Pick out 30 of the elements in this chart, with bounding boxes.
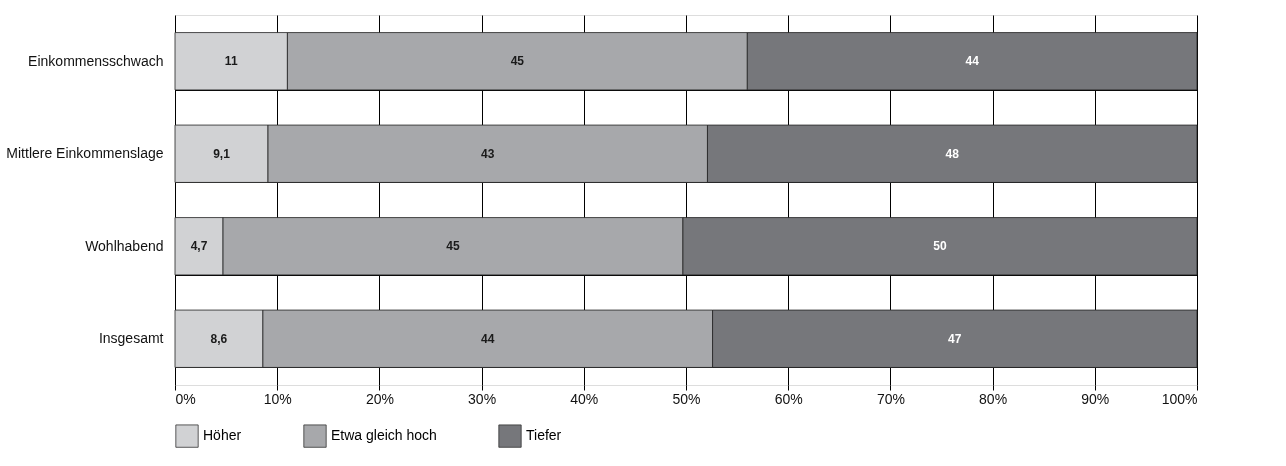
x-tick-label: 20% [365, 390, 394, 407]
x-tick-label: 90% [1081, 390, 1110, 407]
x-tick-label: 50% [672, 390, 701, 407]
data-label: 43 [481, 146, 495, 161]
data-label: 45 [446, 239, 460, 254]
data-label: 8,6 [210, 331, 228, 346]
legend-label: Etwa gleich hoch [331, 427, 437, 444]
y-tick-label: Wohlhabend [85, 237, 164, 254]
y-tick-label: Mittlere Einkommenslage [6, 145, 164, 162]
x-tick-label: 10% [263, 390, 292, 407]
x-tick-label: 0% [175, 390, 196, 407]
x-tick-label: 70% [876, 390, 905, 407]
data-label: 44 [481, 331, 495, 346]
data-label: 47 [948, 331, 962, 346]
x-tick-label: 80% [979, 390, 1008, 407]
data-label: 11 [224, 54, 238, 69]
x-tick-label: 100% [1161, 390, 1198, 407]
legend-label: Tiefer [526, 427, 562, 444]
y-tick-label: Insgesamt [98, 330, 164, 347]
x-tick-label: 30% [468, 390, 497, 407]
x-tick-label: 40% [570, 390, 599, 407]
data-label: 44 [965, 54, 980, 69]
x-tick-label: 60% [774, 390, 803, 407]
data-label: 50 [933, 239, 947, 254]
legend-label: Höher [203, 427, 242, 444]
data-label: 45 [510, 54, 525, 69]
data-label: 9,1 [213, 146, 231, 161]
data-label: 48 [945, 146, 960, 161]
data-label: 4,7 [190, 239, 208, 254]
y-tick-label: Einkommensschwach [28, 52, 164, 69]
